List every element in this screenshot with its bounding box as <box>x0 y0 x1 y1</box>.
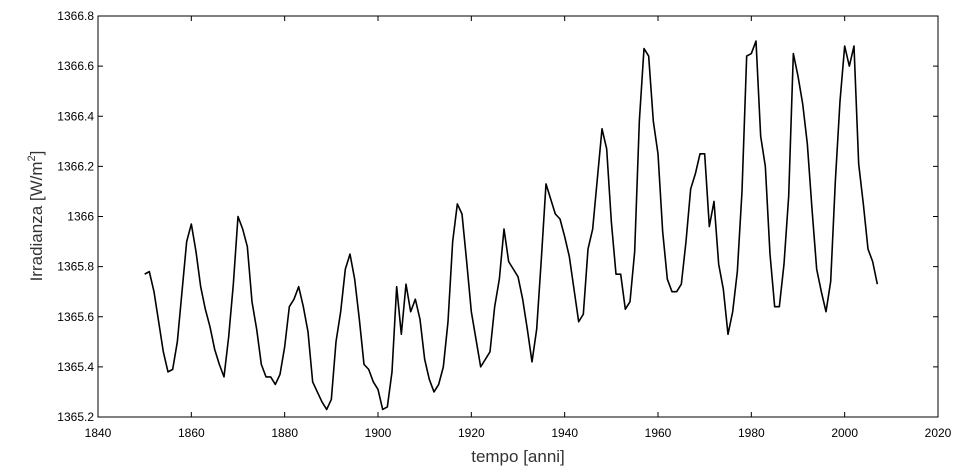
irradiance-series-line <box>144 40 879 411</box>
y-tick-label: 1365.2 <box>57 410 94 424</box>
x-tick-label: 1840 <box>85 426 112 440</box>
y-tick-label: 1365.6 <box>57 310 94 324</box>
y-axis-title-base: Irradianza [W/m <box>27 161 46 281</box>
x-tick-label: 1980 <box>738 426 765 440</box>
y-axis-title-superscript: 2 <box>26 155 38 161</box>
x-tick-label: 1880 <box>271 426 298 440</box>
y-tick-label: 1366.4 <box>57 109 94 123</box>
x-axis-ticks: 1840 1860 1880 1900 1920 1940 1960 1980 2000 2020 <box>85 16 952 440</box>
y-tick-label: 1366.6 <box>57 59 94 73</box>
y-tick-label: 1365.8 <box>57 260 94 274</box>
x-tick-label: 2000 <box>831 426 858 440</box>
y-axis-title: Irradianza [W/m2] <box>26 151 46 282</box>
x-tick-label: 1940 <box>551 426 578 440</box>
y-tick-label: 1366.8 <box>57 9 94 23</box>
x-axis-title: tempo [anni] <box>471 447 565 466</box>
y-tick-label: 1365.4 <box>57 360 94 374</box>
y-axis-ticks: 1365.2 1365.4 1365.6 1365.8 1366 1366.2 1366.4… <box>57 9 938 424</box>
x-tick-label: 1960 <box>645 426 672 440</box>
x-tick-label: 1900 <box>365 426 392 440</box>
y-axis-title-end: ] <box>27 151 46 156</box>
x-tick-label: 1920 <box>458 426 485 440</box>
x-tick-label: 2020 <box>925 426 952 440</box>
y-tick-label: 1366.2 <box>57 159 94 173</box>
y-tick-label: 1366 <box>67 210 94 224</box>
x-tick-label: 1860 <box>178 426 205 440</box>
